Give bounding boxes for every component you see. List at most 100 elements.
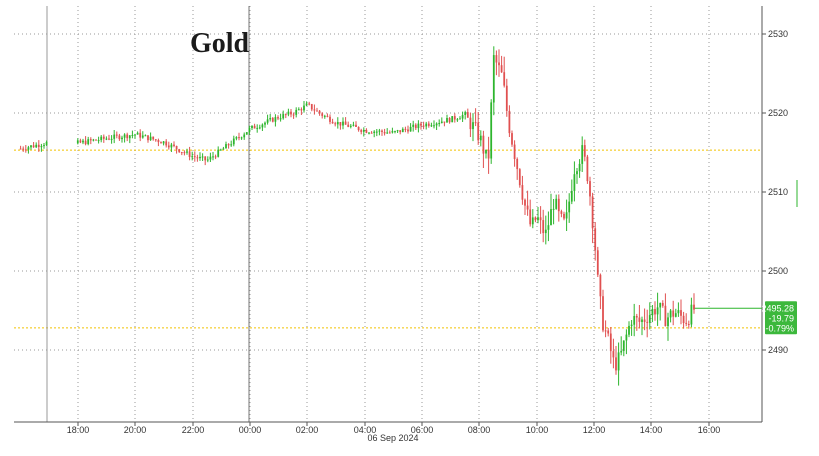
candle-body [646, 321, 649, 323]
candle-body [326, 115, 329, 117]
candle-body [82, 140, 84, 143]
candle-body [316, 110, 318, 112]
candle-body [274, 117, 277, 122]
candle-body [648, 315, 651, 323]
candle-body [303, 105, 305, 111]
candle-body [162, 141, 165, 144]
candle-body [357, 127, 360, 131]
candle-body [139, 132, 142, 138]
candle-body [264, 122, 266, 125]
candle-body [401, 128, 404, 133]
candle-body [687, 324, 690, 325]
candle-body [222, 148, 225, 150]
candle-body [638, 317, 641, 322]
candle-body [40, 146, 43, 148]
candle-body [115, 134, 118, 136]
candle-body [297, 109, 300, 111]
candle-body [206, 159, 209, 161]
candle-body [160, 142, 162, 144]
candle-body [113, 134, 116, 139]
candle-body [622, 340, 625, 351]
x-tick-label: 22:00 [182, 425, 205, 435]
candle-body [591, 196, 594, 229]
candle-body [495, 55, 498, 63]
candle-body [30, 145, 32, 148]
candle-body [381, 130, 383, 132]
x-tick-label: 04:00 [354, 425, 377, 435]
candle-body [271, 118, 274, 122]
candle-body [290, 111, 292, 115]
candle-body [474, 122, 477, 124]
candle-body [690, 304, 693, 325]
candle-body [386, 132, 389, 134]
candle-body [147, 135, 149, 141]
candle-body [165, 141, 168, 146]
candle-body [404, 128, 407, 130]
candle-body [186, 151, 188, 153]
candle-body [672, 310, 675, 317]
candle-body [388, 132, 391, 134]
candle-body [269, 118, 272, 120]
candle-body [375, 131, 378, 133]
candle-body [196, 157, 199, 159]
y-tick-label: 2490 [768, 345, 788, 355]
candle-body [620, 350, 623, 353]
candle-body [490, 102, 493, 159]
candle-body [542, 220, 545, 234]
candle-body [313, 109, 316, 111]
candle-body [685, 322, 688, 324]
candle-body [602, 296, 604, 331]
candle-body [440, 121, 443, 123]
candle-body [544, 229, 547, 234]
candle-body [568, 201, 571, 213]
candle-body [266, 119, 269, 123]
candle-body [612, 351, 615, 358]
candle-body [321, 113, 324, 116]
candle-body [339, 122, 342, 126]
candle-body [245, 132, 248, 135]
candle-body [261, 124, 264, 128]
candle-body [362, 129, 365, 132]
x-tick-label: 20:00 [124, 425, 147, 435]
candle-body [479, 135, 482, 141]
candle-body [589, 181, 591, 197]
candle-body [641, 319, 643, 322]
candle-body [178, 149, 181, 152]
candle-body [576, 171, 578, 175]
candle-body [370, 132, 373, 134]
candle-body [656, 307, 659, 315]
candle-body [409, 126, 412, 132]
candle-body [466, 112, 469, 118]
candle-body [511, 133, 513, 145]
candle-body [570, 190, 573, 202]
candle-body [482, 135, 485, 154]
candle-body [472, 122, 474, 130]
candle-body [583, 145, 586, 157]
candle-body [596, 250, 599, 275]
candle-body [277, 117, 279, 119]
y-tick-label: 2520 [768, 108, 788, 118]
candle-body [433, 125, 435, 127]
candle-body [459, 118, 461, 120]
candle-body [232, 138, 235, 145]
candle-body [204, 156, 207, 161]
candle-body [248, 128, 251, 133]
candle-body [578, 163, 581, 172]
candle-body [201, 156, 204, 158]
candle-body [240, 137, 243, 139]
candle-body [456, 119, 459, 121]
x-tick-label: 06:00 [411, 425, 434, 435]
candle-body [173, 144, 175, 146]
candle-body [92, 139, 95, 141]
candle-body [573, 174, 576, 191]
candle-body [128, 135, 131, 139]
candle-body [604, 330, 607, 332]
candle-body [154, 139, 157, 141]
candle-body [427, 123, 430, 126]
candle-body [214, 156, 217, 158]
candle-body [193, 156, 196, 158]
y-tick-label: 2530 [768, 29, 788, 39]
candle-body [118, 135, 121, 140]
candle-body [498, 62, 500, 66]
candle-body [45, 141, 48, 146]
